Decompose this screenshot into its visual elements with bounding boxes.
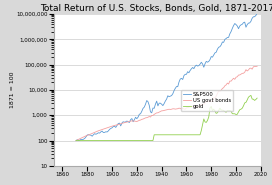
US govt bonds [215,95,218,97]
US govt bonds [200,104,203,106]
Title: Total Return of U.S. Stocks, Bonds, Gold, 1871-2017: Total Return of U.S. Stocks, Bonds, Gold… [40,4,272,13]
gold [133,139,136,142]
S&P500 [217,46,220,48]
US govt bonds [255,65,259,67]
gold [249,94,252,97]
US govt bonds [217,90,220,92]
Y-axis label: 1871 = 100: 1871 = 100 [10,72,15,108]
US govt bonds [123,122,126,124]
gold [123,139,126,142]
Line: US govt bonds: US govt bonds [76,66,257,141]
gold [200,129,203,132]
US govt bonds [174,108,177,110]
Line: gold: gold [76,95,257,141]
Line: S&P500: S&P500 [76,13,257,141]
gold [217,110,220,112]
S&P500 [75,139,78,142]
S&P500 [174,87,177,90]
US govt bonds [133,120,136,122]
gold [174,134,177,136]
S&P500 [215,51,218,53]
S&P500 [200,61,203,63]
US govt bonds [75,139,78,142]
S&P500 [123,121,126,123]
gold [255,97,259,99]
gold [75,139,78,142]
Legend: S&P500, US govt bonds, gold: S&P500, US govt bonds, gold [181,90,233,111]
S&P500 [255,12,259,14]
gold [215,112,218,115]
S&P500 [133,119,136,121]
